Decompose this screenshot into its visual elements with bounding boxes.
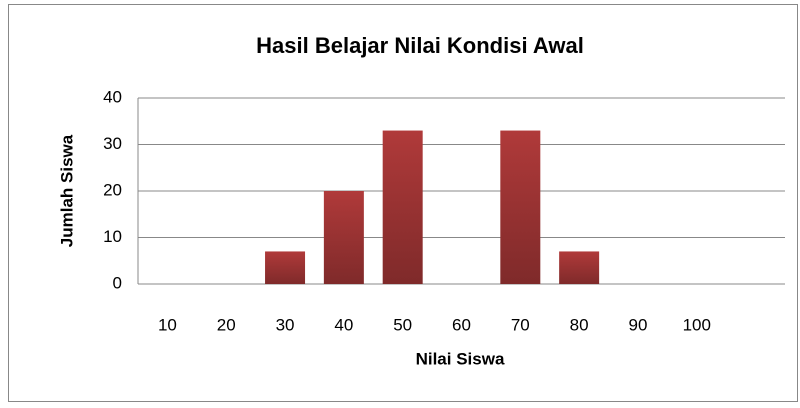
bar [265,251,306,284]
y-tick-label: 40 [103,87,122,106]
x-tick-label: 100 [683,315,711,334]
x-tick-label: 30 [276,315,295,334]
x-tick-label: 90 [628,315,647,334]
x-axis-title: Nilai Siswa [416,349,505,368]
x-tick-label: 40 [334,315,353,334]
chart-title: Hasil Belajar Nilai Kondisi Awal [256,33,584,58]
x-tick-label: 50 [393,315,412,334]
bar [382,130,423,284]
x-tick-label: 80 [570,315,589,334]
bar [323,191,364,284]
y-axis-title: Jumlah Siswa [57,134,76,247]
y-tick-label: 0 [113,273,122,292]
x-tick-label: 70 [511,315,530,334]
x-tick-label: 60 [452,315,471,334]
x-tick-label: 10 [158,315,177,334]
bar [559,251,600,284]
bar [500,130,541,284]
y-tick-label: 30 [103,134,122,153]
y-tick-label: 20 [103,180,122,199]
y-tick-label: 10 [103,227,122,246]
x-tick-label: 20 [217,315,236,334]
